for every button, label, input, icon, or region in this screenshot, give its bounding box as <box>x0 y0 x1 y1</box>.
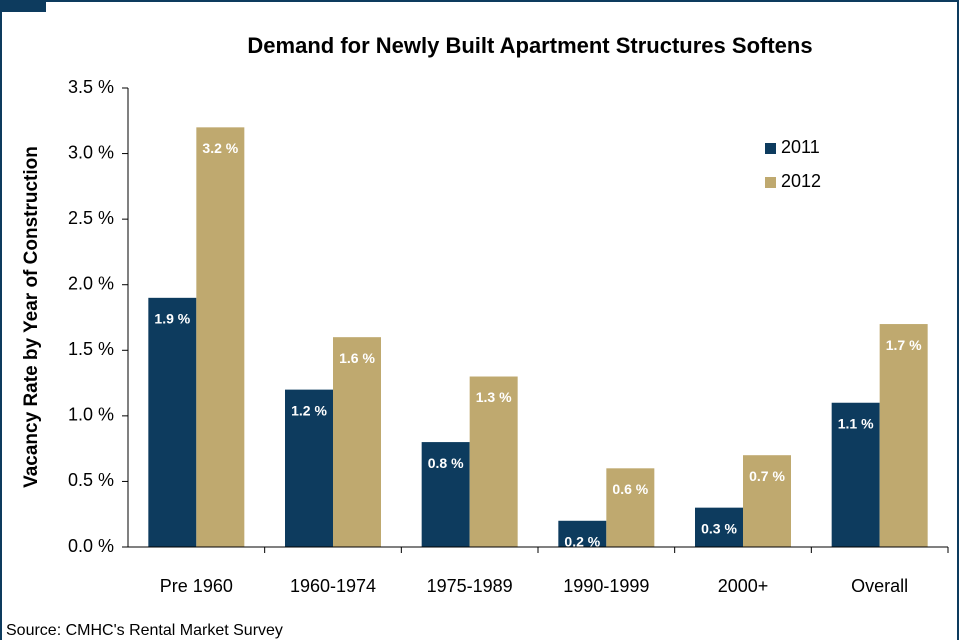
value-label: 1.6 % <box>339 350 375 366</box>
value-label: 0.2 % <box>564 533 600 549</box>
bar <box>148 297 197 547</box>
x-tick-label: Pre 1960 <box>160 576 233 596</box>
value-label: 1.7 % <box>886 337 922 353</box>
bar <box>333 337 381 547</box>
bar <box>558 520 607 547</box>
legend-label: 2011 <box>781 137 820 157</box>
y-tick-label: 1.0 % <box>68 405 114 425</box>
bar <box>469 376 518 547</box>
chart-title: Demand for Newly Built Apartment Structu… <box>247 33 812 58</box>
value-label: 1.3 % <box>476 389 512 405</box>
bar <box>695 507 743 547</box>
y-tick-label: 3.5 % <box>68 77 114 97</box>
legend-swatch <box>765 177 776 188</box>
x-tick-label: 1975-1989 <box>427 576 513 596</box>
x-tick-label: 1960-1974 <box>290 576 376 596</box>
corner-tab <box>0 0 46 12</box>
bar <box>606 468 655 547</box>
value-label: 3.2 % <box>202 140 238 156</box>
y-tick-label: 1.5 % <box>68 339 114 359</box>
y-tick-label: 0.0 % <box>68 536 114 556</box>
bar <box>879 324 928 547</box>
x-tick-label: 2000+ <box>718 576 769 596</box>
value-label: 1.2 % <box>291 402 327 418</box>
y-axis-label: Vacancy Rate by Year of Construction <box>21 146 42 488</box>
bar <box>196 127 245 547</box>
value-label: 0.6 % <box>612 481 648 497</box>
y-tick-label: 2.0 % <box>68 273 114 293</box>
value-label: 1.9 % <box>154 311 190 327</box>
value-label: 0.7 % <box>749 468 785 484</box>
value-label: 0.8 % <box>428 455 464 471</box>
source-note: Source: CMHC's Rental Market Survey <box>6 622 283 639</box>
bar <box>831 402 880 547</box>
y-tick-label: 3.0 % <box>68 142 114 162</box>
y-tick-label: 0.5 % <box>68 470 114 490</box>
legend-swatch <box>765 143 776 154</box>
legend-label: 2012 <box>781 171 821 191</box>
x-tick-label: 1990-1999 <box>563 576 649 596</box>
bar <box>421 442 470 547</box>
bar <box>285 389 333 547</box>
x-tick-label: Overall <box>851 576 908 596</box>
bar <box>743 455 791 547</box>
value-label: 0.3 % <box>701 520 737 536</box>
value-label: 1.1 % <box>838 415 874 431</box>
y-tick-label: 2.5 % <box>68 208 114 228</box>
